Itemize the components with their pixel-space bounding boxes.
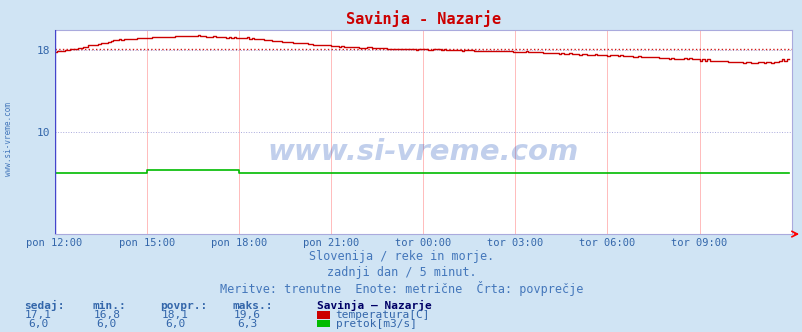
Text: zadnji dan / 5 minut.: zadnji dan / 5 minut. [326,266,476,279]
Text: 6,0: 6,0 [28,319,49,329]
Text: 17,1: 17,1 [25,310,52,320]
Text: 6,0: 6,0 [96,319,117,329]
Text: min.:: min.: [92,301,126,311]
Text: pretok[m3/s]: pretok[m3/s] [335,319,416,329]
Text: 18,1: 18,1 [161,310,188,320]
Text: www.si-vreme.com: www.si-vreme.com [267,138,578,166]
Text: povpr.:: povpr.: [160,301,208,311]
Text: 19,6: 19,6 [233,310,261,320]
Title: Savinja - Nazarje: Savinja - Nazarje [345,11,500,27]
Text: sedaj:: sedaj: [24,300,64,311]
Text: 16,8: 16,8 [93,310,120,320]
Text: Savinja – Nazarje: Savinja – Nazarje [317,300,431,311]
Text: 6,3: 6,3 [237,319,257,329]
Text: Slovenija / reke in morje.: Slovenija / reke in morje. [309,250,493,263]
Text: www.si-vreme.com: www.si-vreme.com [3,103,13,176]
Text: maks.:: maks.: [233,301,273,311]
Text: Meritve: trenutne  Enote: metrične  Črta: povprečje: Meritve: trenutne Enote: metrične Črta: … [220,281,582,296]
Text: 6,0: 6,0 [164,319,185,329]
Text: temperatura[C]: temperatura[C] [335,310,430,320]
